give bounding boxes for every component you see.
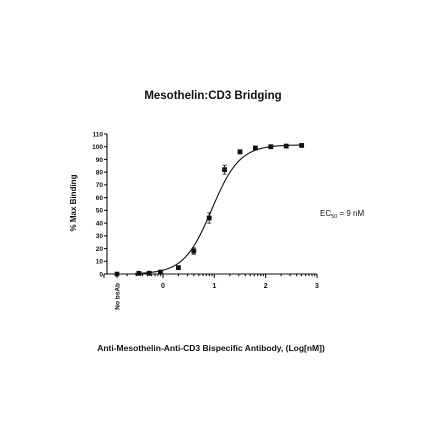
data-marker xyxy=(191,248,197,254)
data-marker xyxy=(176,265,181,271)
data-marker xyxy=(146,270,152,276)
data-point xyxy=(283,143,289,149)
data-point xyxy=(191,247,197,255)
data-marker xyxy=(206,215,212,221)
data-points xyxy=(136,143,304,276)
data-marker xyxy=(253,145,258,151)
y-tick-label: 50 xyxy=(96,208,104,215)
ec50-prefix: EC xyxy=(320,209,331,218)
y-tick-label: 20 xyxy=(96,246,104,253)
ec50-subscript: 50 xyxy=(331,214,337,220)
data-point xyxy=(146,270,152,276)
y-tick-label: 80 xyxy=(96,169,104,176)
x-axis: 0 1 2 3 xyxy=(103,273,319,290)
chart-title: Mesothelin:CD3 Bridging xyxy=(144,90,281,102)
y-tick-label: 110 xyxy=(93,131,104,138)
data-point xyxy=(237,149,243,155)
y-tick-label: 100 xyxy=(92,144,103,151)
y-tick-label: 30 xyxy=(96,233,104,240)
x-tick-label: 2 xyxy=(264,283,268,290)
data-marker xyxy=(299,143,304,148)
data-point xyxy=(268,144,274,150)
data-point xyxy=(136,270,142,276)
no-bsab-label: No bsAb xyxy=(115,283,122,310)
y-axis-label: % Max Binding xyxy=(69,174,78,231)
y-tick-label: 90 xyxy=(96,157,104,164)
y-tick-label: 70 xyxy=(96,182,104,189)
x-tick-label: 3 xyxy=(315,283,319,290)
data-point xyxy=(222,164,227,175)
data-point xyxy=(176,265,181,271)
y-tick-label: 10 xyxy=(96,259,104,266)
data-point xyxy=(253,145,258,151)
x-tick-label: 0 xyxy=(161,283,165,290)
data-marker xyxy=(136,270,142,276)
data-marker xyxy=(222,167,227,173)
data-point xyxy=(158,269,163,275)
y-tick-label: 0 xyxy=(99,271,103,278)
ec50-annotation: EC50 = 9 nM xyxy=(320,209,364,220)
x-axis-label: Anti-Mesothelin-Anti-CD3 Bispecific Anti… xyxy=(97,343,325,353)
data-marker xyxy=(283,143,289,149)
no-bsab-group: No bsAb xyxy=(115,271,122,310)
y-tick-label: 60 xyxy=(96,195,104,202)
y-axis: 0 10 20 30 40 50 60 70 80 90 100 110 xyxy=(92,131,108,278)
data-point xyxy=(299,143,304,148)
y-tick-label: 40 xyxy=(96,220,104,227)
x-tick-label: 1 xyxy=(212,283,216,290)
fit-curve xyxy=(134,144,305,275)
ec50-suffix: = 9 nM xyxy=(337,209,364,218)
data-marker xyxy=(268,144,274,150)
data-marker xyxy=(237,149,243,155)
data-point xyxy=(206,212,212,224)
data-marker xyxy=(158,269,163,275)
